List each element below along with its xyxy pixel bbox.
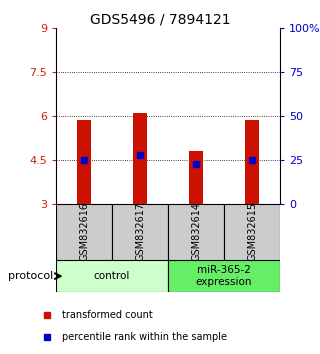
Text: transformed count: transformed count — [61, 310, 152, 320]
Bar — [56, 260, 168, 292]
Text: miR-365-2
expression: miR-365-2 expression — [196, 265, 252, 287]
Bar — [77, 120, 91, 204]
Text: control: control — [94, 271, 130, 281]
Text: GDS5496 / 7894121: GDS5496 / 7894121 — [90, 12, 230, 27]
Bar — [224, 204, 280, 260]
Text: GSM832617: GSM832617 — [135, 202, 145, 262]
Text: protocol: protocol — [8, 271, 53, 281]
Bar — [168, 260, 280, 292]
Bar — [168, 204, 224, 260]
Text: GSM832614: GSM832614 — [191, 202, 201, 261]
Bar — [56, 204, 112, 260]
Text: GSM832616: GSM832616 — [79, 202, 89, 261]
Bar — [133, 113, 147, 204]
Bar — [189, 151, 203, 204]
Text: percentile rank within the sample: percentile rank within the sample — [61, 332, 227, 342]
Bar — [245, 120, 259, 204]
Bar — [112, 204, 168, 260]
Text: GSM832615: GSM832615 — [247, 202, 257, 262]
